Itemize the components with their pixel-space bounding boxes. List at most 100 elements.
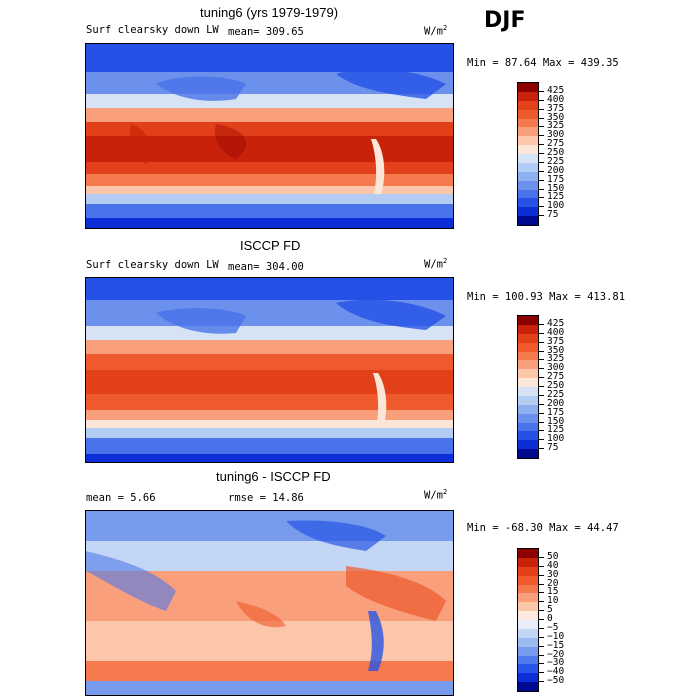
colorbar-swatch bbox=[518, 602, 538, 612]
colorbar-tick-label: 175 bbox=[547, 406, 565, 418]
colorbar-swatch bbox=[518, 378, 538, 387]
colorbar-tick-label: 275 bbox=[547, 371, 565, 383]
colorbar-swatch bbox=[518, 324, 538, 334]
colorbar-tick-label: 350 bbox=[547, 111, 565, 123]
panel-3-minmax: Min = -68.30 Max = 44.47 bbox=[467, 522, 619, 534]
colorbar-tick-label: 250 bbox=[547, 147, 565, 158]
colorbar-tick-label: 425 bbox=[547, 84, 565, 96]
colorbar-tick-mark bbox=[539, 610, 544, 612]
colorbar-tick-label: 175 bbox=[547, 173, 565, 185]
colorbar-swatch bbox=[518, 91, 538, 101]
colorbar-swatch bbox=[518, 449, 538, 458]
colorbar-tick-label: 375 bbox=[547, 335, 565, 347]
colorbar-swatch bbox=[518, 628, 538, 638]
panel-2-title: ISCCP FD bbox=[240, 238, 301, 253]
colorbar-tick-mark bbox=[539, 359, 544, 361]
colorbar-tick-label: −10 bbox=[547, 630, 565, 642]
colorbar-tick-label: 400 bbox=[547, 93, 565, 105]
colorbar-swatch bbox=[518, 557, 538, 567]
colorbar-swatch bbox=[518, 655, 538, 665]
colorbar-swatch bbox=[518, 620, 538, 629]
panel-2-map-field bbox=[86, 278, 453, 462]
colorbar-tick-mark bbox=[539, 583, 544, 585]
colorbar-tick-mark bbox=[539, 394, 544, 396]
colorbar-tick-label: 10 bbox=[547, 595, 559, 607]
colorbar-tick-label: 225 bbox=[547, 388, 565, 400]
panel-2-minmax: Min = 100.93 Max = 413.81 bbox=[467, 291, 626, 303]
colorbar-tick-mark bbox=[539, 592, 544, 594]
colorbar-tick-mark bbox=[539, 654, 544, 656]
colorbar-tick-label: 200 bbox=[547, 164, 565, 176]
colorbar-tick-mark bbox=[539, 323, 544, 325]
panel-2-map bbox=[85, 277, 454, 463]
colorbar-tick-mark bbox=[539, 448, 544, 450]
colorbar-tick-mark bbox=[539, 179, 544, 181]
colorbar-swatch bbox=[518, 180, 538, 190]
colorbar-tick-mark bbox=[539, 377, 544, 379]
colorbar-tick-mark bbox=[539, 170, 544, 172]
colorbar-swatch bbox=[518, 584, 538, 594]
colorbar-swatch bbox=[518, 316, 538, 325]
colorbar-tick-mark bbox=[539, 368, 544, 370]
colorbar-tick-label: 350 bbox=[547, 344, 565, 356]
colorbar-swatch bbox=[518, 440, 538, 450]
colorbar-tick-label: 300 bbox=[547, 362, 565, 374]
colorbar-swatch bbox=[518, 118, 538, 128]
colorbar-tick-label: 275 bbox=[547, 138, 565, 150]
colorbar-swatch bbox=[518, 83, 538, 92]
colorbar-tick-label: 75 bbox=[547, 442, 559, 454]
colorbar-swatch bbox=[518, 109, 538, 119]
colorbar-swatch bbox=[518, 145, 538, 154]
colorbar-swatch bbox=[518, 154, 538, 163]
panel-2-units: W/m2 bbox=[424, 257, 448, 271]
colorbar-swatch bbox=[518, 395, 538, 405]
colorbar-tick-mark bbox=[539, 663, 544, 665]
colorbar-swatch bbox=[518, 360, 538, 370]
panel-3-title: tuning6 - ISCCP FD bbox=[216, 469, 331, 484]
colorbar-tick-mark bbox=[539, 601, 544, 603]
colorbar-tick-label: 125 bbox=[547, 191, 565, 203]
colorbar-tick-label: 325 bbox=[547, 120, 565, 132]
panel-1-map-field bbox=[86, 44, 453, 228]
colorbar-tick-mark bbox=[539, 206, 544, 208]
colorbar-tick-label: 100 bbox=[547, 200, 565, 212]
colorbar-swatch bbox=[518, 431, 538, 441]
colorbar-tick-mark bbox=[539, 386, 544, 387]
colorbar-tick-label: −15 bbox=[547, 639, 565, 651]
panel-3-colorbar bbox=[517, 548, 539, 692]
colorbar-swatch bbox=[518, 413, 538, 423]
colorbar-swatch bbox=[518, 207, 538, 217]
colorbar-tick-label: 15 bbox=[547, 586, 559, 598]
colorbar-tick-mark bbox=[539, 439, 544, 441]
colorbar-tick-label: −20 bbox=[547, 648, 565, 660]
colorbar-swatch bbox=[518, 171, 538, 181]
panel-3-rmse: rmse = 14.86 bbox=[228, 492, 304, 504]
colorbar-swatch bbox=[518, 422, 538, 432]
colorbar-swatch bbox=[518, 136, 538, 146]
colorbar-swatch bbox=[518, 216, 538, 225]
colorbar-tick-label: 50 bbox=[547, 550, 559, 562]
colorbar-tick-label: 375 bbox=[547, 102, 565, 114]
colorbar-tick-label: 250 bbox=[547, 380, 565, 391]
colorbar-swatch bbox=[518, 593, 538, 603]
colorbar-tick-label: −40 bbox=[547, 666, 565, 678]
panel-1-minmax: Min = 87.64 Max = 439.35 bbox=[467, 57, 619, 69]
colorbar-tick-mark bbox=[539, 341, 544, 343]
colorbar-tick-mark bbox=[539, 153, 544, 154]
colorbar-tick-label: 150 bbox=[547, 415, 565, 427]
panel-1-map bbox=[85, 43, 454, 229]
colorbar-tick-mark bbox=[539, 645, 544, 647]
colorbar-tick-mark bbox=[539, 430, 544, 432]
colorbar-swatch bbox=[518, 575, 538, 585]
colorbar-swatch bbox=[518, 664, 538, 674]
colorbar-swatch bbox=[518, 637, 538, 647]
colorbar-tick-label: 5 bbox=[547, 604, 553, 616]
colorbar-tick-label: 40 bbox=[547, 559, 559, 571]
colorbar-tick-mark bbox=[539, 144, 544, 146]
colorbar-tick-label: 300 bbox=[547, 129, 565, 141]
panel-3-map bbox=[85, 510, 454, 696]
colorbar-tick-mark bbox=[539, 403, 544, 405]
colorbar-tick-label: 425 bbox=[547, 317, 565, 329]
panel-3-map-field bbox=[86, 511, 453, 695]
colorbar-swatch bbox=[518, 189, 538, 199]
